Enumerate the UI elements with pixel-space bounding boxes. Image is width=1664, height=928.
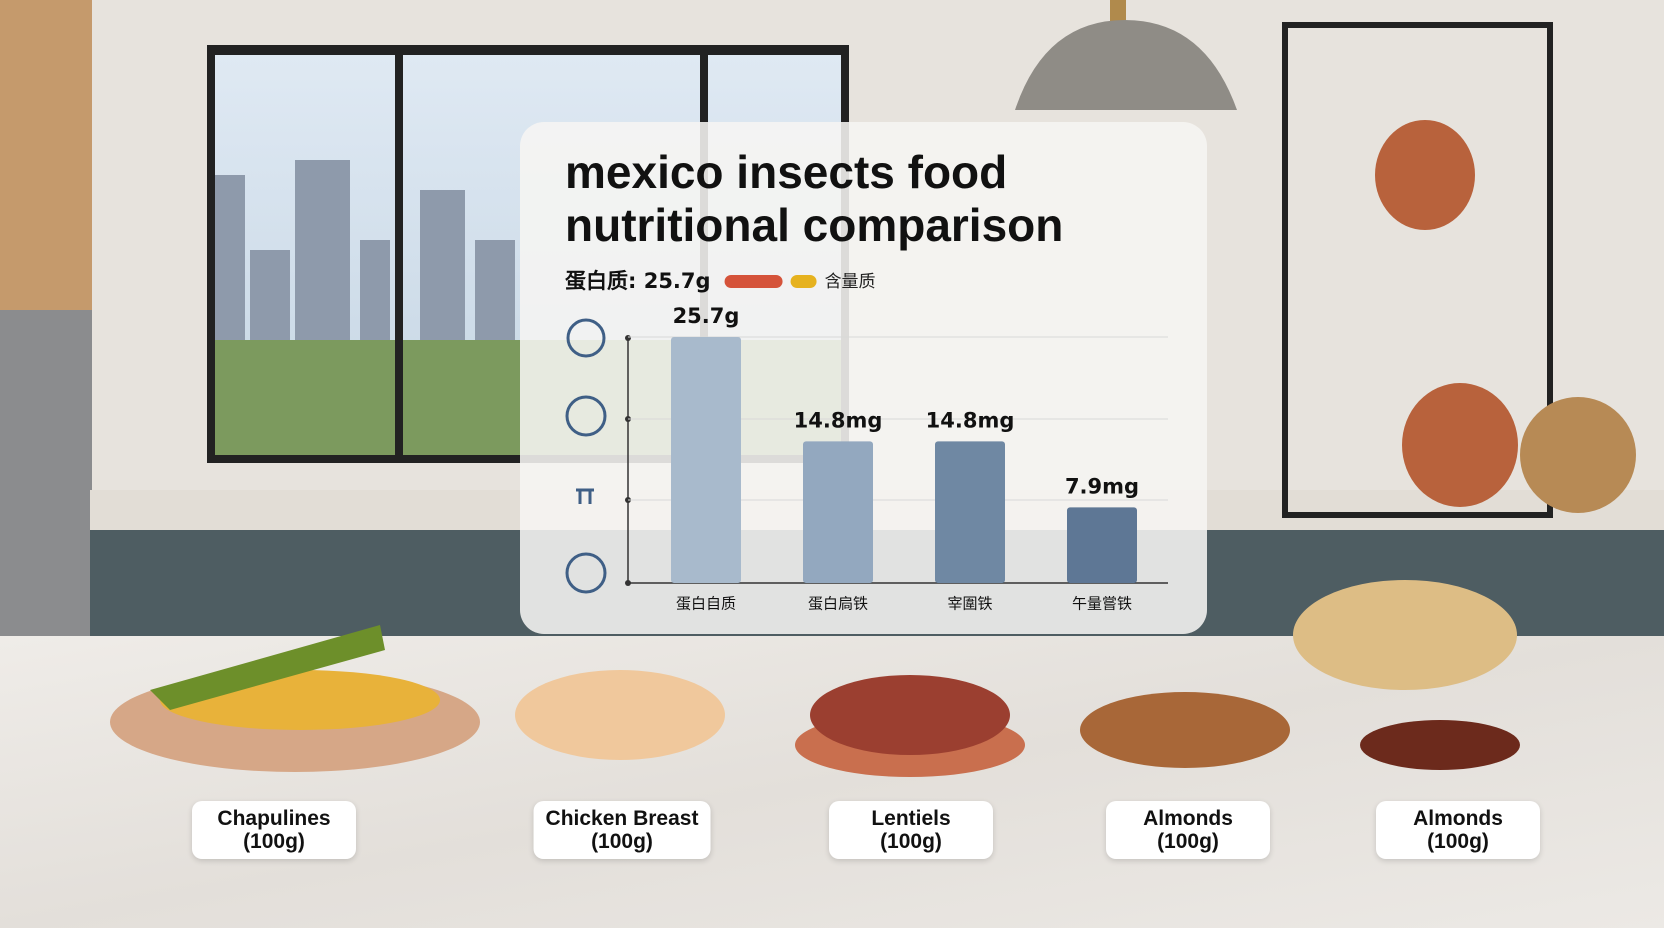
pendant-lamp <box>1015 20 1237 110</box>
value-label: 7.9mg <box>1065 474 1139 498</box>
food-label: Chicken Breast (100g) <box>533 801 711 859</box>
legend-swatch <box>790 275 817 288</box>
food-name: Lentiels <box>871 807 951 830</box>
food-label: Lentiels (100g) <box>829 801 993 859</box>
x-tick-label: 蛋白扃铁 <box>808 595 868 613</box>
x-tick-label: 午量嘗铁 <box>1072 595 1132 613</box>
food-portion: (100g) <box>591 830 653 853</box>
food-name: Almonds <box>1413 807 1503 830</box>
food-label: Almonds (100g) <box>1376 801 1540 859</box>
value-label: 14.8mg <box>794 408 883 432</box>
vase <box>1375 120 1475 230</box>
basket <box>1293 580 1517 690</box>
food-label: Almonds (100g) <box>1106 801 1270 859</box>
chicken <box>515 670 725 760</box>
chart-title: nutritional comparison <box>565 199 1063 251</box>
food-portion: (100g) <box>1157 830 1219 853</box>
shelf <box>1282 22 1553 518</box>
food-portion: (100g) <box>243 830 305 853</box>
x-tick-label: 蛋白自质 <box>676 595 736 613</box>
food-name: Almonds <box>1143 807 1233 830</box>
chart-title: mexico insects food <box>565 146 1007 198</box>
legend-swatch <box>724 275 783 288</box>
food-name: Chapulines <box>217 807 331 830</box>
bar <box>1067 507 1137 583</box>
oven <box>0 310 92 640</box>
x-tick-label: 宰圍铁 <box>947 595 992 613</box>
mullion <box>395 55 403 455</box>
cabinet <box>0 0 92 320</box>
almonds <box>1080 692 1290 768</box>
bar <box>803 441 873 583</box>
vase <box>1402 383 1518 507</box>
food-name: Chicken Breast <box>545 807 699 830</box>
food-label: Chapulines (100g) <box>192 801 356 859</box>
legend-label: 含量质 <box>825 272 876 292</box>
legend-text: 蛋白质: 25.7g <box>565 269 711 293</box>
bar <box>671 337 741 583</box>
icons <box>565 318 607 594</box>
basket <box>1520 397 1636 513</box>
value-label: 14.8mg <box>926 408 1015 432</box>
grasshopper <box>150 625 385 710</box>
spice <box>1360 720 1520 770</box>
food-portion: (100g) <box>880 830 942 853</box>
lentils <box>810 675 1010 755</box>
bar <box>935 441 1005 583</box>
food-portion: (100g) <box>1427 830 1489 853</box>
value-label: 25.7g <box>673 304 740 328</box>
